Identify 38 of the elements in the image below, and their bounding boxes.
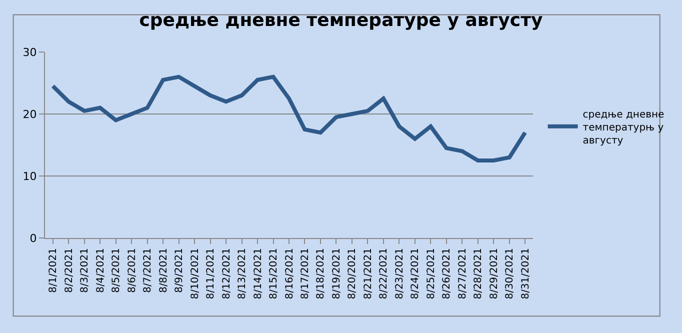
x-tick-label: 8/23/2021	[394, 248, 406, 300]
chart-title: средње дневне температуре у августу	[139, 10, 544, 31]
x-tick-label: 8/26/2021	[442, 248, 453, 300]
x-tick-label: 8/9/2021	[174, 248, 186, 293]
y-tick-label: 10	[22, 170, 37, 183]
x-tick-label: 8/31/2021	[520, 248, 532, 300]
legend-label: средње дневне температурњ у августу	[582, 109, 664, 146]
x-tick-label: 8/13/2021	[237, 248, 248, 300]
x-tick-label: 8/22/2021	[378, 248, 390, 300]
x-tick-label: 8/4/2021	[95, 248, 106, 293]
x-tick-label: 8/1/2021	[48, 248, 60, 293]
x-tick-label: 8/20/2021	[347, 248, 358, 300]
x-tick-label: 8/30/2021	[504, 248, 516, 300]
x-tick-label: 8/29/2021	[488, 248, 500, 300]
x-tick-label: 8/16/2021	[284, 248, 296, 300]
y-tick-label: 0	[30, 232, 37, 245]
x-tick-label: 8/3/2021	[80, 248, 91, 293]
x-tick-label: 8/28/2021	[473, 248, 484, 300]
y-tick-label: 30	[22, 46, 37, 59]
y-tick-label: 20	[22, 108, 37, 121]
x-tick-label: 8/24/2021	[410, 248, 422, 300]
x-tick-label: 8/25/2021	[426, 248, 437, 300]
x-tick-label: 8/6/2021	[126, 248, 138, 293]
x-tick-label: 8/19/2021	[331, 248, 342, 300]
x-tick-label: 8/2/2021	[64, 248, 75, 293]
x-tick-label: 8/11/2021	[206, 248, 217, 300]
x-tick-label: 8/14/2021	[252, 248, 264, 300]
x-tick-label: 8/7/2021	[142, 248, 154, 293]
x-tick-label: 8/15/2021	[268, 248, 280, 300]
x-tick-label: 8/18/2021	[316, 248, 327, 300]
x-tick-label: 8/21/2021	[362, 248, 374, 300]
line-series	[50, 74, 528, 162]
x-tick-label: 8/10/2021	[190, 248, 201, 300]
x-tick-label: 8/8/2021	[158, 248, 170, 293]
x-tick-label: 8/5/2021	[111, 248, 122, 293]
x-tick-label: 8/17/2021	[300, 248, 311, 300]
x-tick-label: 8/12/2021	[221, 248, 232, 300]
x-tick-label: 8/27/2021	[457, 248, 468, 300]
